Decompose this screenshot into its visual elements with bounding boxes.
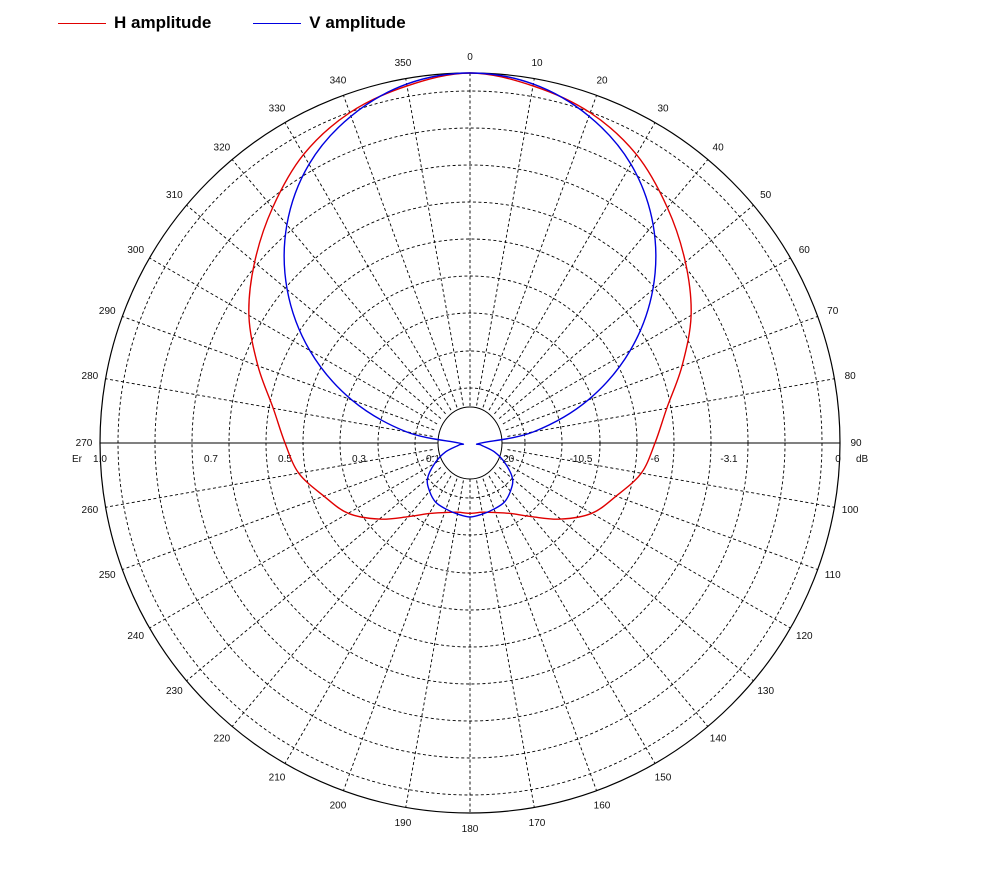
angle-label: 330 <box>269 104 286 115</box>
angle-label: 250 <box>99 570 116 581</box>
grid-spoke <box>284 475 452 764</box>
grid-spoke <box>507 378 835 437</box>
grid-spoke <box>482 478 597 791</box>
angle-label: 60 <box>799 245 811 256</box>
radial-labels: 1.0 0.7 0.5 0.3 0.1 -20 -10.5 -6 -3.1 0 Er dB <box>72 454 869 465</box>
radial-db-label: -3.1 <box>720 454 738 465</box>
legend-item-h-amplitude: H amplitude <box>58 13 211 33</box>
angle-label: 350 <box>395 58 412 69</box>
angle-label: 180 <box>462 824 479 835</box>
angle-label: 340 <box>330 75 347 86</box>
grid-spoke <box>231 159 446 415</box>
grid-spoke <box>284 122 452 411</box>
angle-label: 40 <box>713 142 725 153</box>
legend-item-v-amplitude: V amplitude <box>253 13 406 33</box>
angle-label: 20 <box>596 75 608 86</box>
grid-spoke <box>498 204 754 419</box>
grid-spoke <box>476 480 535 808</box>
grid-spoke <box>502 461 791 629</box>
angle-label: 240 <box>127 631 144 642</box>
angle-label: 200 <box>330 801 347 812</box>
legend-label-h: H amplitude <box>114 13 212 32</box>
polar-grid <box>99 72 841 814</box>
grid-spoke <box>149 461 438 629</box>
angle-label: 310 <box>166 190 183 201</box>
angle-label: 290 <box>99 306 116 317</box>
angle-label: 170 <box>529 818 546 829</box>
angle-label: 210 <box>269 772 286 783</box>
radial-lin-label: 0.3 <box>352 454 366 465</box>
legend: H amplitude V amplitude <box>58 10 448 36</box>
left-axis-label: Er <box>72 454 83 465</box>
grid-spoke <box>186 204 442 419</box>
angle-label: 150 <box>655 772 672 783</box>
grid-spoke <box>505 316 818 431</box>
grid-spoke <box>149 257 438 425</box>
grid-spoke <box>488 122 656 411</box>
angle-label: 110 <box>825 570 841 581</box>
angle-label: 260 <box>82 505 99 516</box>
grid-spoke <box>343 478 458 791</box>
grid-spoke <box>122 316 435 431</box>
series-curves <box>248 72 692 520</box>
grid-spoke <box>507 449 835 508</box>
center-ellipse <box>437 406 503 480</box>
angle-label: 320 <box>214 142 231 153</box>
angle-label: 80 <box>845 371 857 382</box>
grid-spoke <box>231 471 446 727</box>
grid-spoke <box>494 159 709 415</box>
angle-label: 10 <box>531 58 543 69</box>
grid-spoke <box>502 257 791 425</box>
angle-label: 70 <box>827 306 839 317</box>
angle-label: 270 <box>76 438 93 449</box>
legend-swatch-h <box>58 22 106 24</box>
legend-label-v: V amplitude <box>309 13 406 32</box>
grid-spoke <box>476 78 535 406</box>
radial-db-label: -10.5 <box>570 454 593 465</box>
angle-label: 30 <box>657 104 669 115</box>
grid-spoke <box>405 78 464 406</box>
grid-spoke <box>105 449 433 508</box>
series-line-h-amplitude <box>248 72 692 520</box>
grid-spoke <box>186 467 442 682</box>
grid-spoke <box>105 378 433 437</box>
angle-labels: 0 10 20 30 40 50 60 70 80 90 100 110 120 130 140 150 160… <box>76 52 862 835</box>
angle-label: 50 <box>760 190 772 201</box>
radial-lin-label: 0.7 <box>204 454 218 465</box>
angle-label: 120 <box>796 631 813 642</box>
grid-spoke <box>505 455 818 570</box>
angle-label: 100 <box>842 505 859 516</box>
radial-db-label: -6 <box>651 454 660 465</box>
grid-spoke <box>482 95 597 408</box>
radial-lin-label: 0.5 <box>278 454 292 465</box>
angle-label: 140 <box>710 734 727 745</box>
angle-label: 0 <box>467 52 473 63</box>
angle-label: 280 <box>82 371 99 382</box>
right-axis-label: dB <box>856 454 869 465</box>
grid-spoke <box>122 455 435 570</box>
grid-spoke <box>488 475 656 764</box>
grid-spoke <box>343 95 458 408</box>
angle-label: 90 <box>850 438 862 449</box>
grid-spoke <box>405 480 464 808</box>
angle-label: 160 <box>594 801 611 812</box>
radial-db-label: 0 <box>835 454 841 465</box>
angle-label: 130 <box>757 686 774 697</box>
angle-label: 220 <box>214 734 231 745</box>
angle-label: 230 <box>166 686 183 697</box>
grid-spoke <box>498 467 754 682</box>
angle-label: 190 <box>395 818 412 829</box>
grid-spoke <box>494 471 709 727</box>
angle-label: 300 <box>127 245 144 256</box>
radial-lin-label: 1.0 <box>93 454 107 465</box>
legend-swatch-v <box>253 22 302 24</box>
series-line-v-amplitude <box>283 72 657 518</box>
radial-db-label: -20 <box>500 454 515 465</box>
radial-lin-label: 0.1 <box>426 454 440 465</box>
